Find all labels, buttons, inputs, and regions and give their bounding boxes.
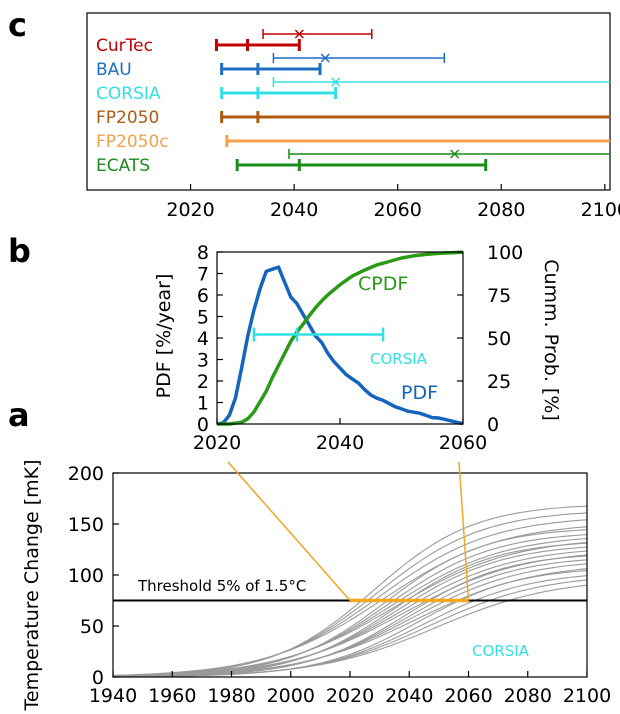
panel-c-xtick-label: 2060 [374, 199, 422, 221]
row-label-ecats: ECATS [96, 156, 150, 176]
threshold-label: Threshold 5% of 1.5°C [137, 577, 306, 595]
ensemble-member-line [112, 526, 588, 676]
panel-a-temperature-chart: 1940 1960 1980 2000 2020 2040 2060 2080 2100 0 50 1… [21, 460, 611, 712]
panel-b-ylabel-right: Cumm. Prob. [%] [540, 259, 562, 421]
panel-b-ylabel-left: PDF [%/year] [153, 274, 175, 399]
panel-b-xtick-label: 2020 [193, 432, 241, 454]
corsia-annotation-a: CORSIA [472, 642, 530, 660]
panel-a-xtick-label: 2060 [444, 685, 492, 707]
panel-a-xtick-label: 2080 [504, 685, 552, 707]
panel-a-ytick-label: 0 [92, 667, 104, 689]
ensemble-member-line [112, 554, 588, 677]
row-label-fp2050: FP2050 [96, 108, 159, 128]
panel-c-frame [86, 12, 611, 191]
series-pdf-line [216, 265, 464, 426]
corsia-annotation-b: CORSIA [370, 350, 428, 368]
connector-line-end [458, 461, 470, 601]
panel-label-a: a [8, 396, 30, 434]
panel-b-ytick-right-label: 75 [487, 285, 511, 307]
panel-a-xtick-label: 2020 [326, 685, 374, 707]
panel-a-xtick-label: 2000 [267, 685, 315, 707]
median-marker-bau [320, 53, 330, 63]
panel-a-xtick-label: 2040 [385, 685, 433, 707]
panel-b-ytick-left-label: 5 [197, 307, 209, 329]
row-label-corsia: CORSIA [96, 84, 161, 104]
panel-a-ytick-label: 150 [68, 514, 104, 536]
ensemble-member-line [112, 541, 588, 677]
panel-b-ytick-left-label: 0 [197, 414, 209, 436]
panel-label-c: c [8, 6, 27, 44]
panel-b-ytick-left-label: 3 [197, 350, 209, 372]
panel-b-ytick-right-label: 100 [487, 242, 523, 264]
panel-a-ytick-label: 100 [68, 565, 104, 587]
panel-b-ytick-right-label: 50 [487, 328, 511, 350]
panel-c-xtick-label: 2040 [270, 199, 318, 221]
panel-a-xtick-label: 1940 [89, 685, 137, 707]
connector-line-start [227, 461, 351, 601]
panel-a-xtick-label: 2100 [563, 685, 611, 707]
panel-a-ytick-label: 50 [80, 616, 104, 638]
panel-b-ytick-left-label: 8 [197, 242, 209, 264]
panel-a-xtick-label: 1960 [148, 685, 196, 707]
panel-b-ytick-left-label: 2 [197, 371, 209, 393]
median-marker-curtec [294, 29, 304, 39]
panel-b-ytick-left-label: 7 [197, 264, 209, 286]
panel-a-ylabel: Temperature Change [mK] [21, 460, 43, 712]
median-marker-ecats [450, 149, 460, 159]
panel-b-ytick-right-label: 25 [487, 371, 511, 393]
median-marker-corsia [331, 77, 341, 87]
panel-b-ytick-left-label: 1 [197, 393, 209, 415]
row-label-bau: BAU [96, 60, 132, 80]
panel-c-xtick-label: 2100 [581, 199, 620, 221]
panel-a-ytick-label: 200 [68, 463, 104, 485]
panel-label-b: b [8, 232, 31, 270]
pdf-annotation: PDF [401, 382, 438, 404]
cpdf-annotation: CPDF [358, 273, 408, 295]
panel-b-xtick-label: 2040 [316, 432, 364, 454]
panel-a-xtick-label: 1980 [207, 685, 255, 707]
panel-c-xtick-label: 2080 [477, 199, 525, 221]
panel-b-ytick-left-label: 4 [197, 328, 209, 350]
row-label-curtec: CurTec [96, 36, 153, 56]
panel-b-xtick-label: 2060 [439, 432, 487, 454]
row-label-fp2050c: FP2050c [96, 132, 169, 152]
panel-b-ytick-right-label: 0 [487, 414, 499, 436]
panel-c-xtick-label: 2020 [166, 199, 214, 221]
panel-c-interval-chart: CurTec BAU CORSIA FP2050 FP2050c ECATS 2020 20… [86, 12, 620, 221]
series-cpdf-line [217, 250, 464, 426]
panel-b-ytick-left-label: 6 [197, 285, 209, 307]
